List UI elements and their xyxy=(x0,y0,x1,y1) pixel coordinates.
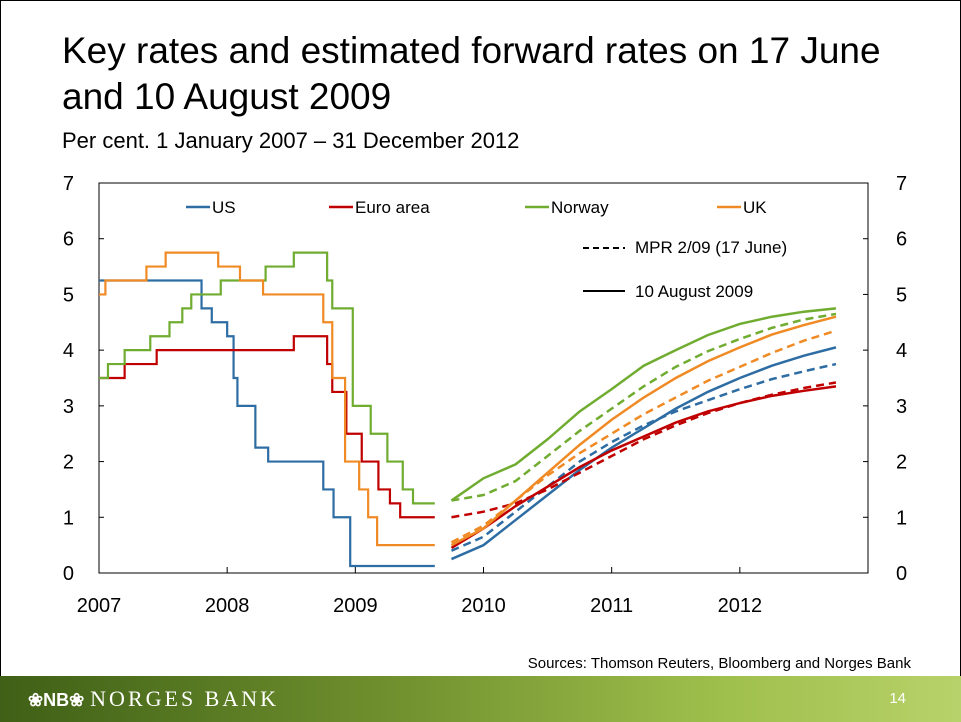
legend-label: 10 August 2009 xyxy=(635,282,753,301)
x-tick-label: 2012 xyxy=(718,595,763,617)
y-tick-label-left: 3 xyxy=(63,396,74,418)
y-tick-label-left: 6 xyxy=(63,229,74,251)
y-tick-label-right: 7 xyxy=(896,173,907,195)
series-line-euro-area xyxy=(99,335,435,519)
y-tick-label-right: 0 xyxy=(896,563,907,585)
legend-label: UK xyxy=(743,198,767,217)
y-tick-label-right: 1 xyxy=(896,507,907,529)
y-tick-label-right: 2 xyxy=(896,452,907,474)
y-tick-label-right: 5 xyxy=(896,284,907,306)
series-line-euro-area-10-august-2009 xyxy=(450,385,837,549)
series-line-euro-area-mpr-2-09-17-june- xyxy=(451,381,837,519)
y-tick-label-left: 5 xyxy=(63,284,74,306)
legend-label: US xyxy=(212,198,236,217)
x-tick-label: 2011 xyxy=(590,595,633,617)
legend-label: Norway xyxy=(551,198,609,217)
footer-bar: ❀NB❀ NORGES BANK 14 xyxy=(0,676,961,722)
y-tick-label-left: 0 xyxy=(63,563,74,585)
slide-subtitle: Per cent. 1 January 2007 – 31 December 2… xyxy=(62,128,520,153)
series-line-uk-10-august-2009 xyxy=(450,315,837,547)
series-line-uk xyxy=(99,251,435,547)
legend-label: Euro area xyxy=(355,198,430,217)
x-tick-label: 2010 xyxy=(461,595,506,617)
series-line-us-mpr-2-09-17-june- xyxy=(450,362,837,552)
y-tick-label-left: 7 xyxy=(63,173,74,195)
x-tick-label: 2007 xyxy=(77,595,122,617)
y-tick-label-left: 4 xyxy=(63,340,74,362)
x-tick-label: 2008 xyxy=(205,595,250,617)
y-tick-label-right: 4 xyxy=(896,340,907,362)
y-tick-label-left: 1 xyxy=(63,507,74,529)
logo-text: NORGES BANK xyxy=(90,686,280,711)
legend-label: MPR 2/09 (17 June) xyxy=(635,238,787,257)
rates-chart: 0 0 1 1 2 2 3 3 4 4 5 5 6 6 7 7 2007 2008 2009 2010 2011 2012… xyxy=(63,173,907,617)
page-number: 14 xyxy=(889,690,906,707)
y-tick-label-right: 6 xyxy=(896,229,907,251)
series-line-norway-10-august-2009 xyxy=(450,307,837,502)
slide-title: Key rates and estimated forward rates on… xyxy=(62,30,881,117)
y-tick-label-right: 3 xyxy=(896,396,907,418)
x-tick-label: 2009 xyxy=(333,595,378,617)
nb-logo-mark: ❀NB❀ xyxy=(28,690,85,710)
sources-note: Sources: Thomson Reuters, Bloomberg and … xyxy=(527,655,911,672)
series-line-norway xyxy=(99,251,435,505)
series-line-norway-mpr-2-09-17-june- xyxy=(451,312,837,502)
series-line-us xyxy=(99,279,435,568)
norges-bank-logo: ❀NB❀ NORGES BANK xyxy=(28,686,279,712)
y-tick-label-left: 2 xyxy=(63,452,74,474)
series-line-us-10-august-2009 xyxy=(450,346,837,561)
